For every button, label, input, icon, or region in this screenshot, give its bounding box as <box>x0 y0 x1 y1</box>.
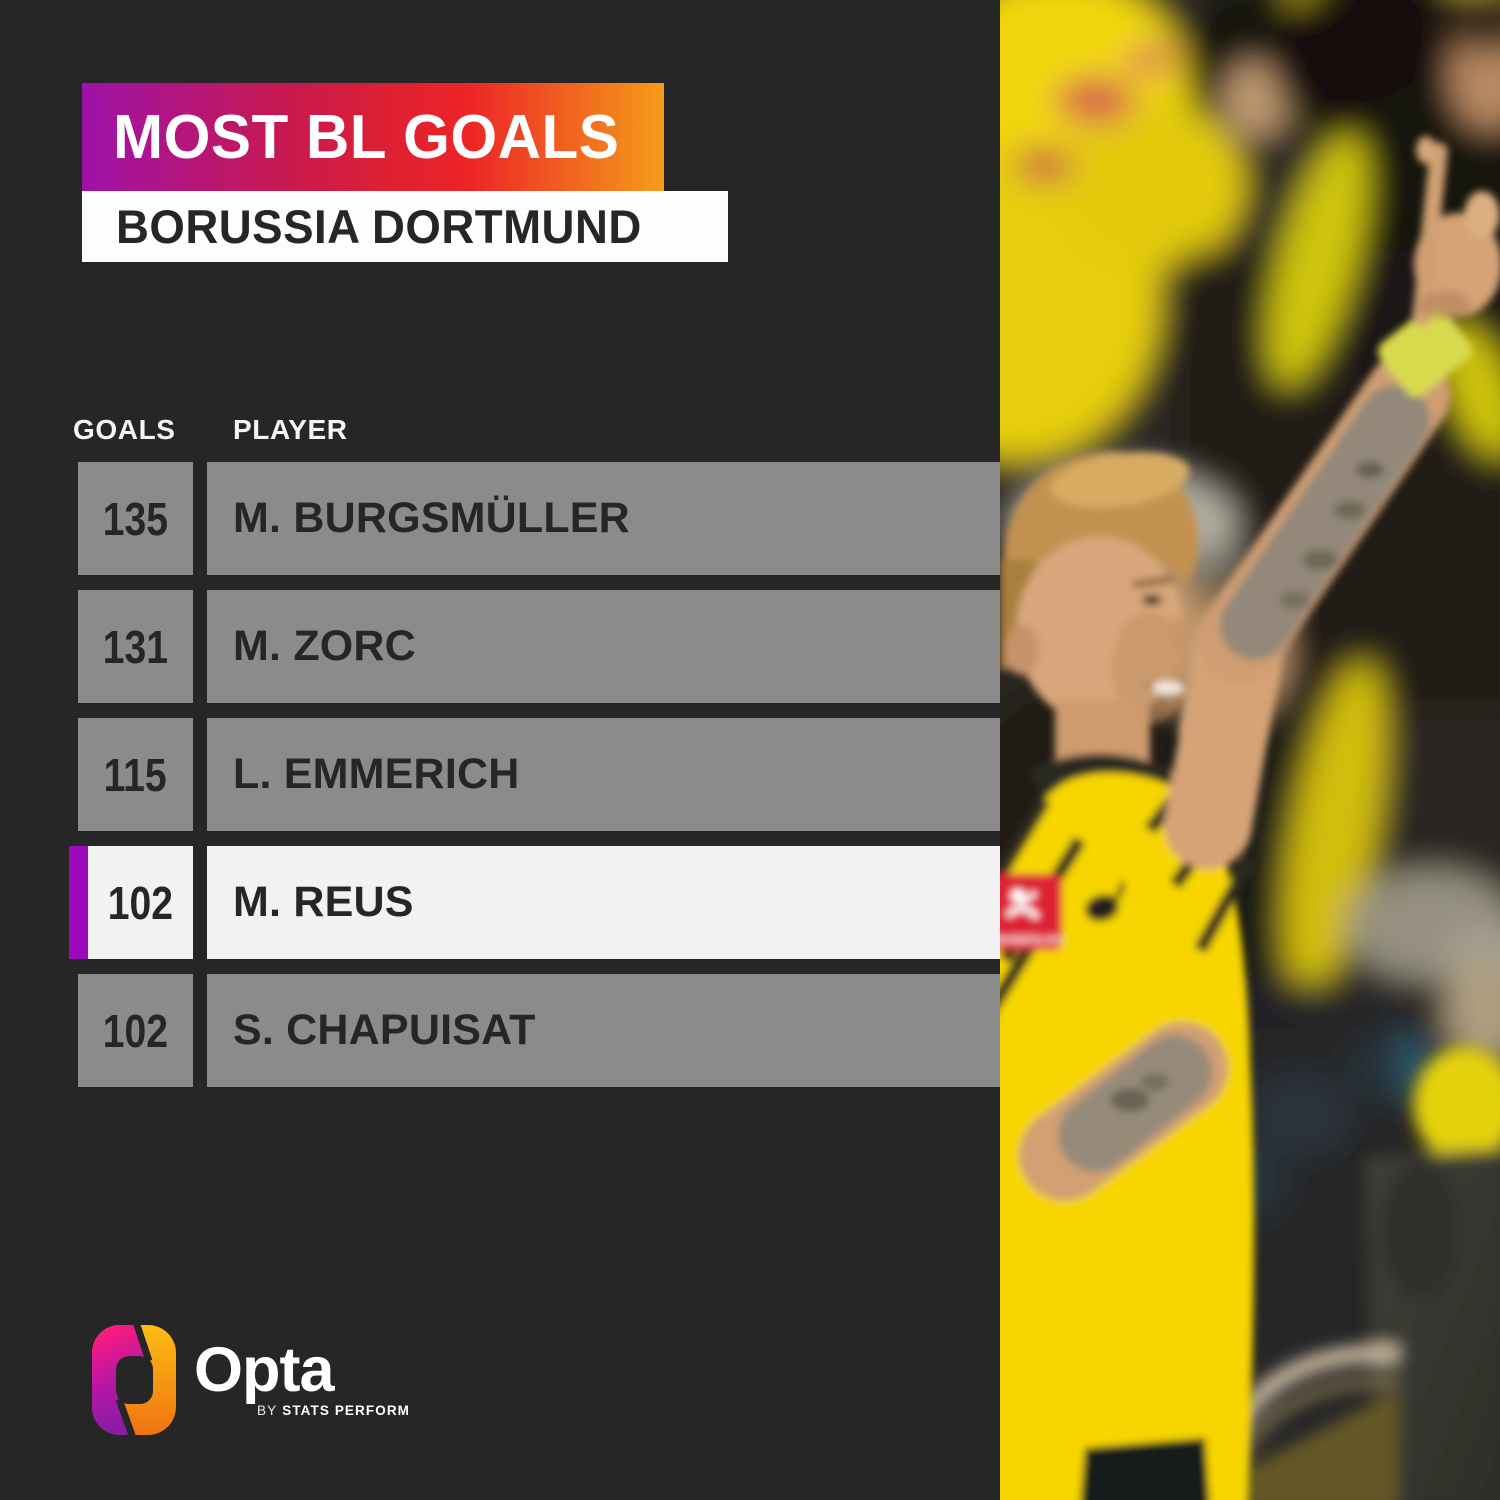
tagline-by: BY <box>257 1403 278 1418</box>
player-name: M. REUS <box>233 878 414 926</box>
goals-cell: 131 <box>78 590 193 703</box>
player-cell: M. REUS <box>207 846 1000 959</box>
goals-value: 102 <box>102 1004 169 1057</box>
goals-value: 131 <box>102 620 169 673</box>
column-header-player: PLAYER <box>233 414 348 445</box>
goals-cell: 115 <box>78 718 193 831</box>
column-header-goals: GOALS <box>73 414 176 445</box>
table-row-highlighted: 102 M. REUS <box>69 846 1000 959</box>
opta-logo-icon <box>92 1325 176 1435</box>
player-cell: M. ZORC <box>207 590 1000 703</box>
player-name: M. BURGSMÜLLER <box>233 494 630 542</box>
player-name: S. CHAPUISAT <box>233 1006 536 1054</box>
opta-wordmark: Opta <box>194 1335 335 1405</box>
table-row: 115 L. EMMERICH <box>78 718 1000 831</box>
player-cell: M. BURGSMÜLLER <box>207 462 1000 575</box>
goals-value: 102 <box>107 876 174 929</box>
bundesliga-badge-label: BUNDESLIGA <box>1000 935 1065 946</box>
highlight-bar <box>69 846 88 959</box>
title-banner: MOST BL GOALS <box>82 83 664 191</box>
stand-structures <box>1213 1047 1500 1500</box>
opta-tagline: BY STATS PERFORM <box>257 1403 410 1418</box>
tagline-company: STATS PERFORM <box>282 1403 411 1418</box>
player-photo: BUNDESLIGA <box>1000 0 1500 1500</box>
table-row: 135 M. BURGSMÜLLER <box>78 462 1000 575</box>
player-cell: S. CHAPUISAT <box>207 974 1000 1087</box>
player-figure: BUNDESLIGA <box>1000 136 1500 1500</box>
goals-cell: 102 <box>78 974 193 1087</box>
table-row: 131 M. ZORC <box>78 590 1000 703</box>
goals-value: 135 <box>102 492 169 545</box>
goals-value: 115 <box>103 748 168 801</box>
goals-cell: 102 <box>88 846 193 959</box>
subtitle-banner: BORUSSIA DORTMUND <box>82 191 728 262</box>
player-name: L. EMMERICH <box>233 750 520 798</box>
goals-cell: 135 <box>78 462 193 575</box>
page-title: MOST BL GOALS <box>113 102 620 172</box>
page-subtitle: BORUSSIA DORTMUND <box>116 200 642 253</box>
player-name: M. ZORC <box>233 622 416 670</box>
player-cell: L. EMMERICH <box>207 718 1000 831</box>
table-row: 102 S. CHAPUISAT <box>78 974 1000 1087</box>
bundesliga-badge: BUNDESLIGA <box>1000 874 1065 950</box>
